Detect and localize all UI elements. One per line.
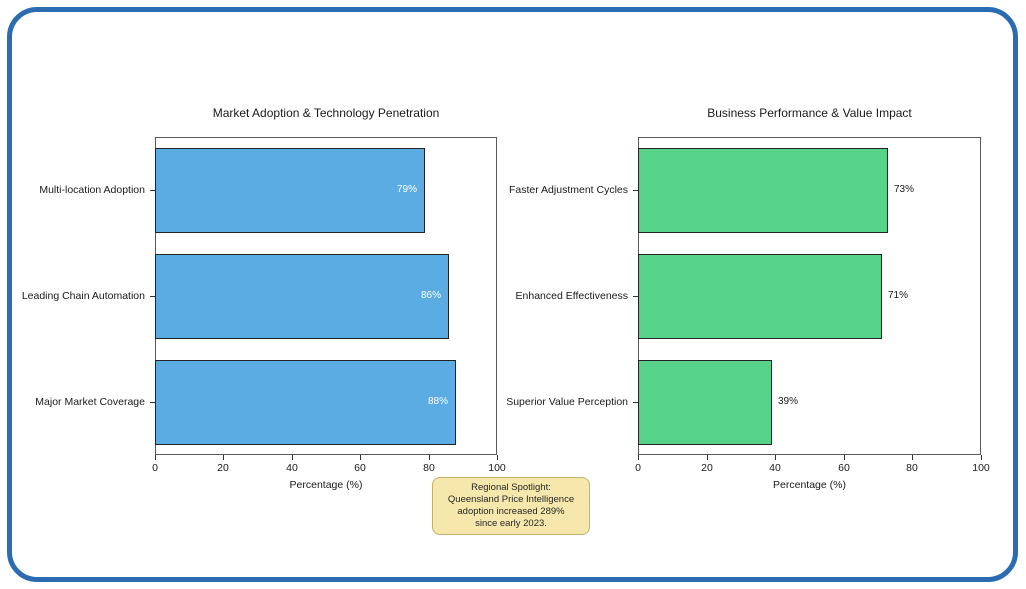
x-tick-label: 80 <box>423 462 435 474</box>
annotation-text: Regional Spotlight: Queensland Price Int… <box>447 482 575 529</box>
y-tick-mark <box>150 296 155 297</box>
x-tick-label: 0 <box>635 462 641 474</box>
x-tick-label: 80 <box>906 462 918 474</box>
y-tick-label: Faster Adjustment Cycles <box>508 184 628 196</box>
bar-value-label: 73% <box>894 184 915 195</box>
x-axis-label: Percentage (%) <box>773 479 846 491</box>
bar <box>155 148 425 233</box>
y-tick-label: Superior Value Perception <box>506 396 628 408</box>
bar-value-label: 86% <box>420 290 441 301</box>
x-tick-mark <box>707 455 708 460</box>
x-tick-label: 60 <box>838 462 850 474</box>
y-tick-mark <box>150 402 155 403</box>
x-tick-label: 60 <box>354 462 366 474</box>
regional-spotlight-annotation: Regional Spotlight: Queensland Price Int… <box>432 477 590 535</box>
x-tick-mark <box>360 455 361 460</box>
x-tick-label: 40 <box>286 462 298 474</box>
bar <box>155 254 449 339</box>
x-tick-mark <box>429 455 430 460</box>
rounded-border-frame <box>7 7 1018 582</box>
y-tick-label: Leading Chain Automation <box>21 290 145 302</box>
x-tick-label: 100 <box>972 462 990 474</box>
x-tick-label: 20 <box>701 462 713 474</box>
x-tick-mark <box>155 455 156 460</box>
y-tick-label: Multi-location Adoption <box>39 184 145 196</box>
x-tick-mark <box>292 455 293 460</box>
x-tick-mark <box>497 455 498 460</box>
y-tick-label: Major Market Coverage <box>35 396 145 408</box>
bar-value-label: 88% <box>427 396 448 407</box>
x-tick-label: 100 <box>488 462 506 474</box>
bar <box>155 360 456 445</box>
x-tick-label: 0 <box>152 462 158 474</box>
x-tick-label: 40 <box>769 462 781 474</box>
bar-value-label: 79% <box>396 184 417 195</box>
bar <box>638 254 882 339</box>
bar <box>638 360 772 445</box>
y-tick-mark <box>633 190 638 191</box>
x-tick-mark <box>912 455 913 460</box>
y-tick-mark <box>633 402 638 403</box>
chart-title: Market Adoption & Technology Penetration <box>212 106 440 120</box>
x-tick-label: 20 <box>217 462 229 474</box>
y-tick-label: Enhanced Effectiveness <box>515 290 628 302</box>
x-tick-mark <box>981 455 982 460</box>
x-tick-mark <box>844 455 845 460</box>
y-tick-mark <box>150 190 155 191</box>
x-tick-mark <box>775 455 776 460</box>
x-tick-mark <box>638 455 639 460</box>
bar-value-label: 71% <box>888 290 909 301</box>
x-axis-label: Percentage (%) <box>289 479 363 491</box>
y-tick-mark <box>633 296 638 297</box>
bar-value-label: 39% <box>778 396 799 407</box>
bar <box>638 148 888 233</box>
x-tick-mark <box>223 455 224 460</box>
chart-title: Business Performance & Value Impact <box>707 106 912 120</box>
